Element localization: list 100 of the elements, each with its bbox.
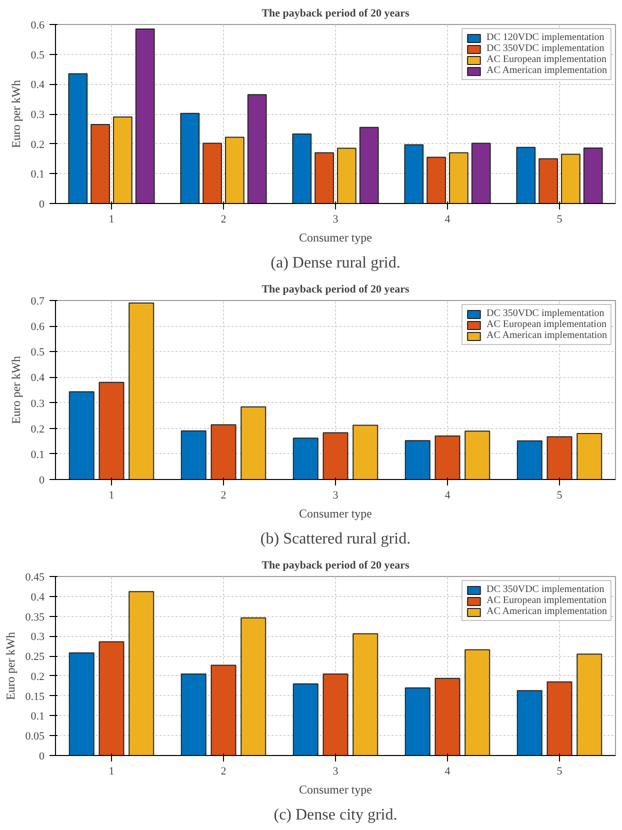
- y-tick-label: 0.2: [30, 423, 44, 436]
- y-tick-label: 0: [39, 198, 45, 210]
- y-axis-title: Euro per kWh: [3, 632, 18, 700]
- bar: [404, 440, 430, 480]
- legend-label: DC 350VDC implementation: [486, 584, 604, 595]
- bar: [516, 440, 542, 480]
- bar: [576, 654, 602, 756]
- bar: [314, 152, 334, 204]
- x-tick-label: 5: [556, 766, 563, 778]
- bar: [471, 142, 491, 204]
- x-tick-label: 4: [444, 766, 451, 778]
- bar: [180, 112, 200, 204]
- y-tick-label: 0.4: [30, 591, 45, 604]
- bar: [292, 683, 318, 756]
- legend-label: DC 350VDC implementation: [486, 308, 604, 319]
- chart-title: The payback period of 20 years: [262, 560, 410, 572]
- bar: [292, 133, 312, 204]
- bar: [449, 152, 468, 204]
- y-tick-label: 0.6: [30, 20, 45, 32]
- y-tick-label: 0.3: [30, 109, 45, 121]
- x-tick-label: 1: [108, 490, 114, 502]
- y-tick-label: 0.4: [30, 79, 45, 92]
- x-tick-label: 2: [220, 214, 226, 226]
- bar: [516, 146, 536, 204]
- y-tick-label: 0.3: [30, 398, 45, 410]
- x-axis-title: Consumer type: [299, 230, 372, 244]
- x-tick-label: 2: [220, 490, 226, 502]
- bar: [225, 136, 244, 204]
- bar: [128, 302, 154, 480]
- y-tick-label: 0.15: [25, 690, 45, 703]
- bar: [464, 649, 490, 756]
- y-tick-label: 0.05: [25, 730, 45, 743]
- y-tick-label: 0.3: [30, 631, 45, 644]
- y-tick-label: 0.1: [30, 710, 44, 723]
- bar: [68, 391, 94, 480]
- y-tick-label: 0.45: [25, 572, 45, 584]
- bar: [404, 144, 424, 204]
- legend-label: DC 350VDC implementation: [486, 43, 604, 54]
- bar: [90, 124, 110, 204]
- bar: [576, 432, 602, 480]
- bar: [202, 142, 222, 204]
- x-tick-label: 5: [556, 214, 563, 226]
- bar: [352, 424, 378, 480]
- x-tick-label: 2: [220, 766, 226, 778]
- y-tick-label: 0.1: [30, 168, 44, 181]
- y-tick-label: 0.4: [30, 372, 45, 384]
- bar: [434, 678, 460, 756]
- legend-label: AC European implementation: [486, 54, 606, 65]
- bar: [538, 158, 558, 204]
- bar: [292, 438, 318, 480]
- y-tick-label: 0.6: [30, 321, 45, 334]
- x-axis-title: Consumer type: [299, 782, 372, 796]
- bar: [180, 673, 206, 756]
- bar: [337, 148, 356, 204]
- y-tick-label: 0.5: [30, 49, 45, 62]
- bar: [240, 406, 266, 480]
- text: (a) Dense rural grid.: [270, 254, 400, 272]
- y-tick-label: 0.25: [25, 651, 45, 664]
- y-tick-label: 0: [39, 474, 45, 486]
- x-tick-label: 5: [556, 490, 563, 502]
- y-axis-title: Euro per kWh: [8, 356, 23, 424]
- chart-title: The payback period of 20 years: [262, 284, 410, 296]
- x-tick-label: 3: [332, 766, 339, 778]
- bar: [546, 436, 572, 480]
- bar: [352, 633, 378, 756]
- legend-label: AC American implementation: [486, 330, 607, 341]
- y-tick-label: 0.2: [30, 670, 44, 683]
- bar: [210, 424, 236, 480]
- y-tick-label: 0.35: [25, 611, 45, 624]
- x-tick-label: 4: [444, 214, 451, 226]
- y-axis-title: Euro per kWh: [8, 80, 23, 148]
- y-tick-label: 0.7: [30, 296, 45, 308]
- bar: [68, 73, 88, 204]
- bar: [240, 617, 266, 756]
- y-tick-label: 0.2: [30, 138, 44, 151]
- legend-label: AC European implementation: [486, 595, 606, 606]
- x-axis-title: Consumer type: [299, 506, 372, 520]
- bar: [404, 687, 430, 756]
- legend-label: AC European implementation: [486, 319, 606, 330]
- bar: [546, 681, 572, 756]
- text: (b) Scattered rural grid.: [260, 530, 411, 548]
- bar: [426, 156, 446, 204]
- bar: [322, 673, 348, 756]
- bar: [128, 591, 154, 756]
- y-tick-label: 0: [39, 750, 45, 762]
- bar: [359, 126, 379, 204]
- bar: [68, 652, 94, 756]
- x-tick-label: 1: [108, 214, 114, 226]
- x-tick-label: 3: [332, 214, 339, 226]
- bar: [322, 432, 348, 480]
- bar: [583, 148, 603, 204]
- chart-title: The payback period of 20 years: [262, 8, 410, 20]
- bar: [180, 430, 206, 480]
- bar: [434, 436, 460, 480]
- x-tick-label: 4: [444, 490, 451, 502]
- y-tick-label: 0.5: [30, 346, 45, 359]
- legend-label: AC American implementation: [486, 65, 607, 76]
- bar: [135, 28, 155, 204]
- bar: [516, 690, 542, 756]
- y-tick-label: 0.1: [30, 448, 44, 461]
